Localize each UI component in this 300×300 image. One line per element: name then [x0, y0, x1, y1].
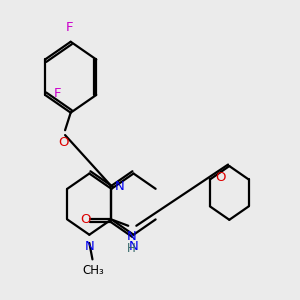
Text: O: O [58, 136, 69, 149]
Text: N: N [129, 240, 138, 253]
Text: N: N [115, 181, 124, 194]
Text: H: H [127, 242, 136, 255]
Text: O: O [81, 213, 91, 226]
Text: N: N [127, 230, 136, 243]
Text: CH₃: CH₃ [82, 264, 104, 277]
Text: F: F [65, 20, 73, 34]
Text: N: N [85, 240, 94, 253]
Text: F: F [54, 87, 61, 100]
Text: O: O [215, 171, 226, 184]
